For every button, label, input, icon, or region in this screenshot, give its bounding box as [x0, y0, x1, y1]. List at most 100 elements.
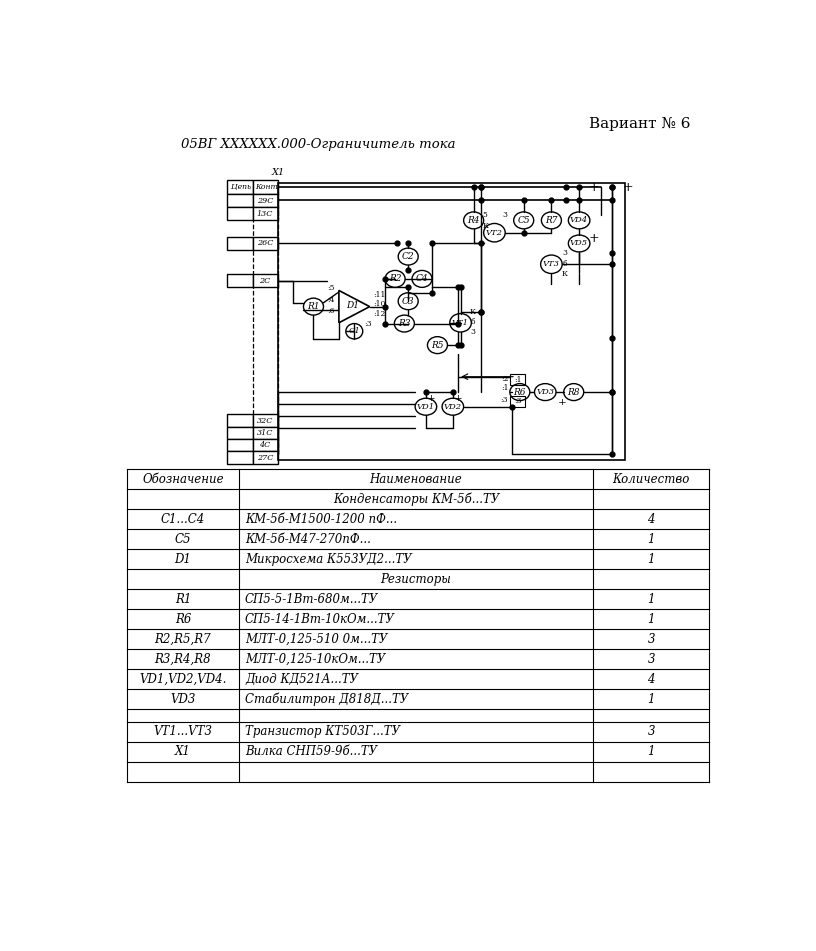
Bar [253, 427, 278, 439]
Text: 3: 3 [647, 652, 655, 666]
Text: :6: :6 [327, 307, 335, 315]
Text: 1: 1 [647, 693, 655, 706]
Text: C3: C3 [401, 297, 415, 305]
Bar [510, 396, 526, 407]
Text: 05ВГ ХХХХХХ.000-Ограничитель тока: 05ВГ ХХХХХХ.000-Ограничитель тока [181, 138, 455, 150]
Text: VD5: VD5 [570, 240, 588, 247]
Bar [253, 237, 278, 250]
Text: R3,R4,R8: R3,R4,R8 [155, 652, 211, 666]
Text: :11: :11 [374, 291, 386, 299]
Text: +: + [588, 181, 599, 194]
Text: R8: R8 [567, 388, 580, 397]
Text: C1: C1 [348, 327, 360, 336]
Bar [278, 183, 624, 460]
Text: :3: :3 [364, 320, 372, 327]
Text: Конт: Конт [255, 184, 277, 191]
Text: VD1,VD2,VD4.: VD1,VD2,VD4. [140, 672, 227, 686]
Text: +: + [623, 181, 633, 194]
Bar [227, 274, 253, 287]
Text: Обозначение: Обозначение [142, 473, 224, 486]
Text: 1: 1 [647, 612, 655, 626]
Text: R3: R3 [398, 319, 410, 328]
Text: КМ-5б-М1500-1200 пФ...: КМ-5б-М1500-1200 пФ... [245, 513, 397, 526]
Text: 4С: 4С [259, 441, 271, 449]
Text: МЛТ-0,125-510 0м...ТУ: МЛТ-0,125-510 0м...ТУ [245, 632, 388, 646]
Bar [227, 237, 253, 250]
Text: R1: R1 [308, 302, 320, 311]
Text: 5: 5 [483, 211, 488, 219]
Text: 1: 1 [647, 746, 655, 758]
Text: 2С: 2С [259, 277, 271, 285]
Text: X1: X1 [175, 746, 191, 758]
Text: :1: :1 [514, 376, 521, 384]
Text: :12: :12 [374, 309, 386, 318]
Text: Количество: Количество [613, 473, 690, 486]
Text: VT1: VT1 [452, 319, 469, 327]
Text: R6: R6 [175, 612, 191, 626]
Polygon shape [339, 290, 370, 322]
Text: Диод КД521А...ТУ: Диод КД521А...ТУ [245, 672, 358, 686]
Text: К: К [470, 308, 476, 316]
Text: X1: X1 [272, 168, 285, 177]
Text: :1: :1 [501, 384, 508, 392]
Text: 4: 4 [647, 513, 655, 526]
Text: +: + [558, 398, 566, 407]
Bar [227, 207, 253, 221]
Text: б: б [562, 260, 567, 267]
Text: VT2: VT2 [486, 228, 503, 237]
Text: 4: 4 [647, 672, 655, 686]
Text: R2: R2 [389, 275, 401, 283]
Text: 3: 3 [647, 632, 655, 646]
Bar [253, 274, 278, 287]
Text: :3: :3 [514, 398, 521, 405]
Bar [227, 194, 253, 207]
Text: Конденсаторы КМ-5б...ТУ: Конденсаторы КМ-5б...ТУ [333, 493, 499, 506]
Bar [253, 415, 278, 427]
Text: Вариант № 6: Вариант № 6 [589, 117, 690, 131]
Text: +: + [588, 232, 599, 244]
Text: R2,R5,R7: R2,R5,R7 [155, 632, 211, 646]
Text: :10: :10 [374, 301, 386, 308]
Text: VD4: VD4 [570, 217, 588, 224]
Text: 26С: 26С [257, 240, 273, 247]
Text: 3: 3 [470, 328, 476, 336]
Bar [253, 452, 278, 464]
Text: Вилка СНП59-9б...ТУ: Вилка СНП59-9б...ТУ [245, 746, 377, 758]
Bar [227, 427, 253, 439]
Text: 31С: 31С [257, 429, 273, 437]
Text: R4: R4 [468, 216, 480, 224]
Text: К: К [561, 270, 567, 279]
Bar [227, 452, 253, 464]
Text: К: К [482, 222, 488, 230]
Text: Наименование: Наименование [370, 473, 463, 486]
Text: VD1: VD1 [417, 402, 435, 411]
Text: R7: R7 [545, 216, 557, 224]
Text: C5: C5 [517, 216, 530, 224]
Text: 32С: 32С [257, 417, 273, 424]
Text: б: б [471, 318, 475, 326]
Text: 3: 3 [502, 211, 507, 219]
Text: :4: :4 [327, 296, 335, 303]
Text: R5: R5 [431, 340, 444, 350]
Text: КМ-5б-М47-270пФ...: КМ-5б-М47-270пФ... [245, 533, 370, 546]
Text: Транзистор КТ503Г...ТУ: Транзистор КТ503Г...ТУ [245, 726, 400, 738]
Text: C5: C5 [175, 533, 191, 546]
Text: VD3: VD3 [171, 693, 196, 706]
Text: Резисторы: Резисторы [380, 573, 451, 586]
Text: 29С: 29С [257, 197, 273, 204]
Text: Цепь: Цепь [231, 184, 251, 191]
Bar [253, 194, 278, 207]
Bar [253, 181, 278, 194]
Bar [253, 439, 278, 452]
Text: R1: R1 [175, 592, 191, 606]
Bar [227, 439, 253, 452]
Text: C1...C4: C1...C4 [161, 513, 205, 526]
Text: 3: 3 [562, 249, 567, 258]
Text: :2: :2 [501, 375, 508, 383]
Text: C4: C4 [415, 275, 428, 283]
Text: 1: 1 [647, 533, 655, 546]
Text: +: + [427, 394, 436, 403]
Text: :3: :3 [501, 396, 508, 404]
Bar [253, 207, 278, 221]
Text: VD3: VD3 [536, 388, 554, 396]
